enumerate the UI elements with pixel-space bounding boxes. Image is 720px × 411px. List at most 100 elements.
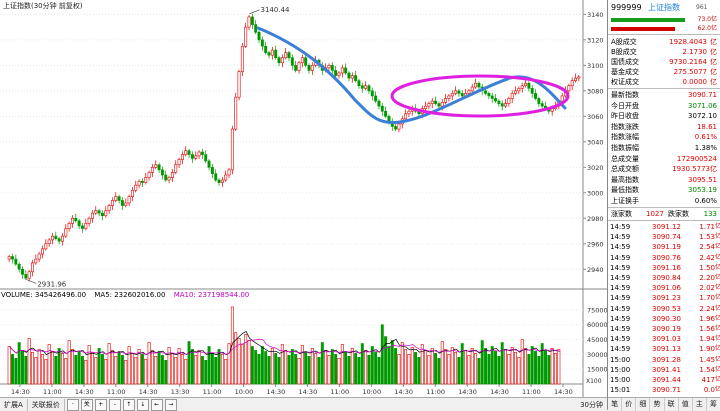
volume-bar (267, 356, 271, 385)
candle-body (347, 72, 351, 79)
volume-bar (524, 348, 527, 385)
turnover-unit: 亿 (710, 78, 717, 86)
breadth-row: 涨家数 1027 跌家数 133 (608, 209, 720, 219)
up-count: 1027 (646, 210, 664, 218)
volume-bar (410, 347, 414, 385)
tick-time: 14:59 (610, 335, 631, 344)
zoom-out-button[interactable]: - (108, 398, 121, 411)
down-arrow-icon[interactable]: ↓ (136, 398, 149, 411)
quote-tab[interactable]: 笔 (608, 398, 623, 411)
candle-body (394, 126, 398, 130)
quote-tab[interactable]: 主 (693, 398, 707, 411)
period-selector[interactable]: 30分钟 (580, 400, 603, 409)
volume-bar (507, 354, 511, 385)
tab-extend-a[interactable]: 扩展A (0, 398, 28, 411)
candle-body (117, 196, 121, 201)
quote-tab[interactable]: 势 (650, 398, 665, 411)
quote-tab[interactable]: 值 (679, 398, 693, 411)
volume-bar (537, 356, 541, 385)
candle-body (77, 220, 81, 227)
tab-related-quote[interactable]: 关联报价 (28, 398, 65, 411)
volume-bar (34, 357, 38, 385)
volume-bar (204, 359, 208, 385)
candle-body (120, 200, 124, 206)
candle-body (214, 173, 218, 181)
candle-body (107, 205, 111, 211)
buy-bar-row: 73.0亿 (608, 16, 720, 24)
volume-axis-label: 60000 (587, 321, 607, 329)
candle-body (287, 52, 291, 59)
volume-bar (387, 346, 391, 385)
volume-axis-label: 15000 (587, 366, 607, 374)
tick-row: 15:00 3091.41 1.54 亿 (608, 365, 720, 375)
tick-row: 14:59 3091.12 1.71 亿 (608, 222, 720, 232)
candle-body (350, 75, 354, 79)
volume-bar (517, 357, 521, 385)
dot-button[interactable]: · (66, 398, 79, 411)
volume-bar (434, 353, 438, 385)
volume-bar (340, 344, 344, 385)
tick-row: 14:59 3091.13 1.90 亿 (608, 344, 720, 354)
volume-bar (290, 349, 294, 385)
quote-tab[interactable]: 筹 (707, 398, 720, 411)
candle-body (374, 95, 378, 102)
stat-value: 3095.51 (688, 175, 717, 184)
time-axis-label: 11:00 (107, 388, 126, 396)
close-button[interactable]: 关 (80, 398, 93, 411)
tick-volume: 1.54 (699, 365, 715, 374)
stat-label: 指数振幅 (611, 144, 639, 152)
high-pointer (249, 9, 260, 15)
tick-volume: 2.20 (699, 274, 715, 282)
volume-bar (297, 358, 301, 385)
candle-body (380, 105, 384, 112)
sell-volume-value: 62.0亿 (697, 25, 717, 32)
price-axis-label: 3060 (587, 113, 604, 121)
tick-volume: 1.50 (699, 263, 715, 272)
volume-bar (450, 347, 454, 385)
tick-row: 15:01 3090.71 0.0 亿 (608, 385, 720, 395)
right-arrow-icon[interactable]: → (164, 398, 177, 411)
tick-price: 3090.76 (652, 253, 681, 262)
up-arrow-icon[interactable]: ↑ (122, 398, 135, 411)
volume-bar (260, 346, 264, 385)
candle-body (307, 65, 311, 71)
candle-body (430, 100, 434, 104)
turnover-row: 权证成交 0.0000 亿 (608, 77, 720, 87)
tick-volume: 1.94 (699, 335, 715, 344)
kline-panel[interactable]: 3140 3120 3100 3080 3060 3040 3020 3000 2980 2960… (0, 0, 607, 411)
candle-body (114, 196, 118, 201)
quote-tab[interactable]: 联 (665, 398, 679, 411)
tick-unit: 亿 (714, 263, 720, 271)
left-arrow-icon[interactable]: ← (150, 398, 163, 411)
time-axis-label: 14:30 (267, 388, 286, 396)
volume-bar (314, 353, 318, 385)
tick-unit: 亿 (714, 376, 720, 383)
volume-bar (37, 349, 41, 385)
candle-body (254, 24, 258, 33)
quote-tab[interactable]: 细 (636, 398, 651, 411)
time-axis-label: 11:00 (522, 388, 541, 396)
volume-bar (177, 348, 181, 385)
candle-body (497, 100, 501, 104)
volume-bar (494, 351, 498, 385)
candle-body (494, 98, 498, 102)
zoom-in-button[interactable]: + (94, 398, 107, 411)
tick-price: 3091.23 (652, 294, 681, 303)
tick-time: 15:00 (610, 355, 631, 364)
quote-tab[interactable]: 价 (622, 398, 637, 411)
volume-bar (300, 345, 304, 385)
volume-bar (61, 353, 64, 385)
stat-value: 1930.5773亿 (672, 165, 717, 174)
volume-bar (104, 358, 108, 385)
volume-bar (137, 349, 141, 385)
volume-bar (360, 343, 364, 385)
candle-body (70, 217, 74, 224)
candle-body (454, 90, 458, 94)
stat-row: 上证换手 0.60% (608, 196, 720, 206)
volume-bar (464, 350, 468, 385)
time-axis-label: 14:30 (75, 388, 94, 396)
tick-time: 14:59 (610, 253, 631, 262)
stat-label: 总成交量 (611, 154, 639, 163)
kline-chart[interactable]: 3140 3120 3100 3080 3060 3040 3020 3000 2980 2960… (0, 0, 607, 397)
time-axis-label: 14:30 (490, 388, 509, 396)
